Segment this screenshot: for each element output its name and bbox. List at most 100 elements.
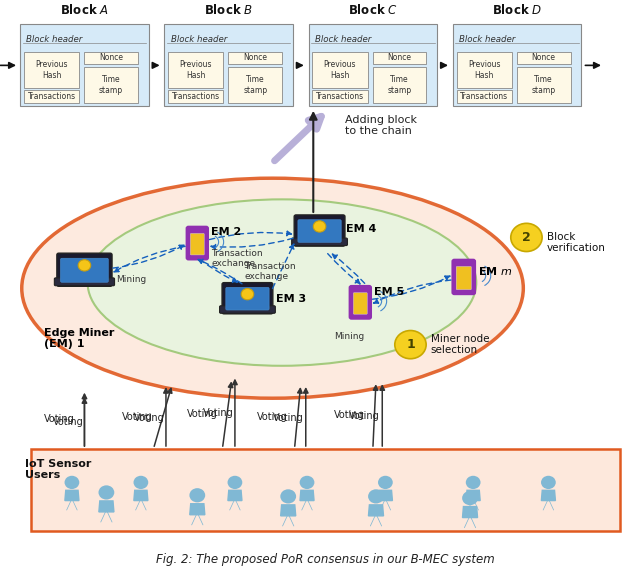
FancyBboxPatch shape (57, 253, 112, 286)
Text: Block $\mathit{A}$: Block $\mathit{A}$ (60, 3, 109, 17)
FancyBboxPatch shape (24, 51, 79, 88)
FancyBboxPatch shape (84, 51, 138, 64)
FancyBboxPatch shape (228, 67, 282, 103)
FancyBboxPatch shape (456, 51, 512, 88)
Text: Transactions: Transactions (460, 92, 508, 101)
Text: Time
stamp: Time stamp (99, 75, 123, 95)
Text: EM 3: EM 3 (276, 295, 306, 304)
FancyBboxPatch shape (372, 67, 426, 103)
Text: Voting: Voting (44, 415, 75, 424)
Text: Voting: Voting (122, 412, 153, 421)
Polygon shape (134, 490, 148, 501)
FancyBboxPatch shape (226, 287, 269, 310)
FancyBboxPatch shape (54, 278, 115, 286)
Ellipse shape (88, 199, 476, 366)
Text: Transactions: Transactions (316, 92, 364, 101)
Text: Miner node
selection: Miner node selection (431, 334, 489, 355)
Circle shape (300, 476, 314, 489)
Text: Adding block
to the chain: Adding block to the chain (344, 115, 417, 136)
Text: Nonce: Nonce (243, 53, 268, 62)
Text: Transaction
exchange: Transaction exchange (244, 262, 296, 281)
Polygon shape (369, 505, 383, 516)
Text: Previous
Hash: Previous Hash (468, 60, 500, 79)
Text: Time
stamp: Time stamp (532, 75, 556, 95)
Text: Fig. 2: The proposed PoR consensus in our B-MEC system: Fig. 2: The proposed PoR consensus in ou… (156, 553, 495, 566)
Text: Voting: Voting (273, 413, 303, 423)
FancyBboxPatch shape (456, 267, 471, 289)
Text: Transactions: Transactions (28, 92, 76, 101)
FancyBboxPatch shape (349, 286, 371, 319)
Circle shape (65, 476, 79, 489)
Text: Voting: Voting (53, 417, 84, 428)
Polygon shape (300, 490, 314, 501)
Circle shape (466, 476, 481, 489)
FancyBboxPatch shape (298, 220, 341, 242)
Circle shape (368, 489, 384, 504)
Text: Transactions: Transactions (172, 92, 220, 101)
Circle shape (395, 331, 426, 359)
FancyBboxPatch shape (168, 90, 223, 103)
FancyBboxPatch shape (220, 306, 275, 313)
Circle shape (78, 260, 91, 271)
FancyBboxPatch shape (452, 25, 581, 106)
FancyBboxPatch shape (516, 67, 571, 103)
Text: Block $\mathit{C}$: Block $\mathit{C}$ (348, 3, 398, 17)
FancyBboxPatch shape (353, 293, 367, 314)
Text: Block header: Block header (171, 35, 227, 43)
FancyBboxPatch shape (308, 25, 437, 106)
Polygon shape (31, 449, 621, 531)
Text: 2: 2 (522, 231, 531, 244)
Text: Block $\mathit{B}$: Block $\mathit{B}$ (204, 3, 253, 17)
FancyBboxPatch shape (61, 258, 108, 282)
FancyBboxPatch shape (168, 51, 223, 88)
FancyBboxPatch shape (20, 25, 148, 106)
Text: Block $\mathit{D}$: Block $\mathit{D}$ (492, 3, 542, 17)
Text: Block header: Block header (26, 35, 83, 43)
Polygon shape (65, 490, 79, 501)
Text: Nonce: Nonce (99, 53, 123, 62)
Circle shape (228, 476, 243, 489)
FancyBboxPatch shape (312, 51, 367, 88)
Circle shape (241, 288, 253, 300)
Text: Voting: Voting (257, 412, 288, 421)
Text: Previous
Hash: Previous Hash (324, 60, 356, 79)
Ellipse shape (22, 178, 524, 398)
Circle shape (134, 476, 148, 489)
Circle shape (541, 476, 556, 489)
Text: EM 2: EM 2 (211, 227, 241, 238)
Text: Transaction
exchange: Transaction exchange (211, 249, 263, 268)
Polygon shape (466, 490, 480, 501)
FancyBboxPatch shape (452, 260, 475, 294)
Text: IoT Sensor
Users: IoT Sensor Users (25, 459, 92, 480)
Text: Nonce: Nonce (387, 53, 412, 62)
Circle shape (280, 489, 296, 504)
Circle shape (511, 223, 542, 252)
FancyBboxPatch shape (456, 90, 512, 103)
FancyBboxPatch shape (191, 234, 204, 255)
Text: Voting: Voting (134, 413, 164, 423)
Text: EM 5: EM 5 (374, 287, 404, 297)
Polygon shape (463, 506, 477, 517)
Circle shape (99, 485, 115, 500)
Circle shape (462, 491, 478, 505)
Polygon shape (281, 505, 296, 516)
Circle shape (314, 221, 326, 232)
Text: Voting: Voting (334, 410, 365, 420)
FancyBboxPatch shape (516, 51, 571, 64)
Text: Block header: Block header (315, 35, 371, 43)
FancyBboxPatch shape (292, 238, 348, 246)
Text: Nonce: Nonce (532, 53, 556, 62)
Text: Time
stamp: Time stamp (243, 75, 268, 95)
Text: Voting: Voting (349, 411, 380, 421)
Text: Voting: Voting (203, 408, 234, 419)
FancyBboxPatch shape (24, 90, 79, 103)
Text: Previous
Hash: Previous Hash (179, 60, 212, 79)
Text: Previous
Hash: Previous Hash (35, 60, 68, 79)
FancyBboxPatch shape (84, 67, 138, 103)
FancyBboxPatch shape (312, 90, 367, 103)
FancyBboxPatch shape (222, 283, 273, 314)
Polygon shape (228, 490, 242, 501)
FancyBboxPatch shape (294, 215, 345, 246)
Text: Block
verification: Block verification (547, 232, 605, 254)
FancyBboxPatch shape (187, 227, 208, 259)
